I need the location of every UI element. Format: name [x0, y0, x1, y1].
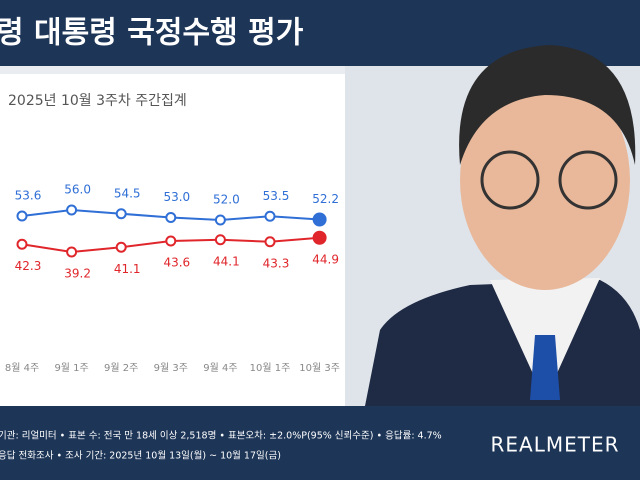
- x-tick-label: 9월 2주: [104, 362, 138, 374]
- chart-title: 령 대통령 국정수행 평가: [0, 16, 304, 51]
- footer-line: 응답 전화조사 • 조사 기간: 2025년 10월 13일(월) ~ 10월 …: [0, 450, 281, 462]
- data-point: [312, 230, 327, 245]
- data-point: [264, 236, 276, 248]
- x-tick-label: 10월 3주: [299, 362, 340, 374]
- data-point: [16, 238, 28, 250]
- data-label: 43.3: [263, 256, 290, 270]
- data-label: 53.6: [15, 189, 42, 203]
- data-point: [165, 212, 177, 223]
- x-tick-label: 9월 4주: [203, 362, 237, 374]
- face: [460, 70, 630, 290]
- footer-band: [0, 406, 640, 480]
- data-label: 56.0: [64, 183, 91, 197]
- data-label: 52.2: [312, 192, 339, 206]
- plot: 8월 4주 9월 1주 9월 2주 9월 3주 9월 4주 10월 1주 10월 3주 53.…: [5, 183, 340, 375]
- hair: [459, 45, 636, 165]
- data-point: [66, 204, 78, 216]
- footer-line: 기관: 리얼미터 • 표본 수: 전국 만 18세 이상 2,518명 • 표본…: [0, 430, 442, 442]
- data-label: 42.3: [15, 259, 42, 273]
- portrait: [345, 45, 640, 406]
- glasses-left: [480, 150, 540, 210]
- x-tick-label: 8월 4주: [5, 362, 39, 374]
- data-label: 44.1: [213, 254, 240, 268]
- data-label: 39.2: [64, 267, 91, 281]
- data-point: [214, 214, 226, 226]
- data-point: [214, 234, 226, 246]
- data-label: 53.5: [263, 189, 290, 203]
- data-point: [312, 212, 327, 227]
- data-label: 54.5: [114, 186, 141, 200]
- data-label: 41.1: [114, 262, 141, 276]
- data-point: [66, 246, 78, 258]
- data-label: 44.9: [312, 252, 339, 266]
- data-point: [115, 208, 127, 220]
- data-point: [16, 210, 28, 222]
- glasses-right: [558, 150, 618, 210]
- data-label: 53.0: [163, 190, 190, 204]
- x-tick-label: 9월 3주: [154, 362, 188, 374]
- data-point: [165, 235, 177, 247]
- chart-subtitle: 2025년 10월 3주차 주간집계: [8, 93, 187, 109]
- brand: REALMETER: [491, 433, 620, 457]
- tie: [530, 335, 560, 400]
- data-label: 43.6: [163, 256, 190, 270]
- data-label: 52.0: [213, 193, 240, 207]
- x-tick-label: 10월 1주: [250, 362, 291, 374]
- data-point: [115, 241, 127, 253]
- data-point: [264, 210, 276, 222]
- x-tick-label: 9월 1주: [54, 362, 88, 374]
